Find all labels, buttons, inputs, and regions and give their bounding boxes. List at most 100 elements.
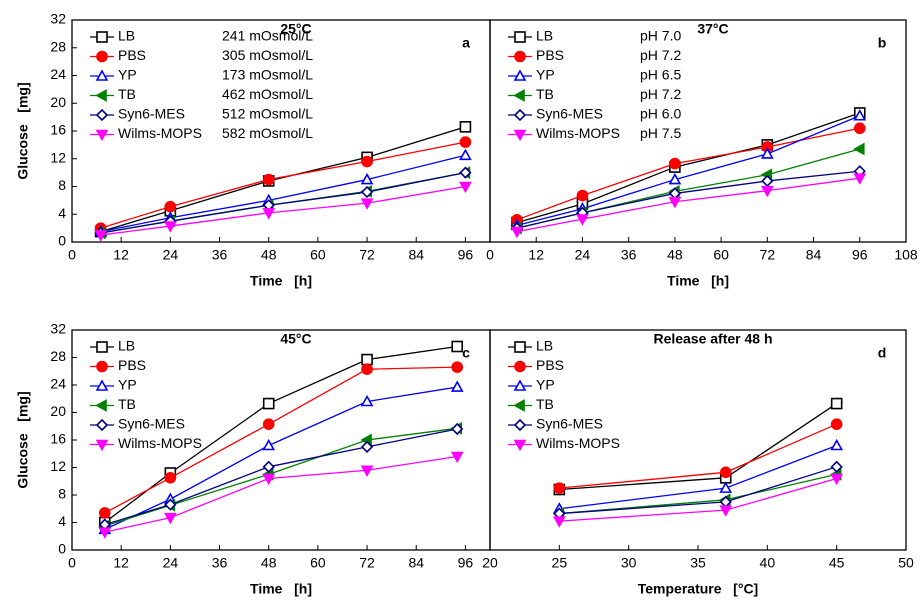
legend-marker: [514, 50, 526, 63]
x-tick-label: 96: [458, 247, 474, 263]
marker: [830, 460, 843, 473]
marker: [830, 418, 843, 430]
y-tick-label: 20: [50, 94, 66, 110]
x-tick-label: 35: [690, 555, 706, 571]
legend-note: pH 7.0: [640, 28, 681, 44]
legend-label: Syn6-MES: [118, 106, 185, 122]
legend-note: pH 7.5: [640, 125, 681, 141]
series-line: [100, 171, 466, 234]
legend-label: Wilms-MOPS: [118, 125, 202, 141]
marker: [360, 172, 374, 185]
x-axis-label: Temperature [°C]: [638, 581, 758, 597]
y-tick-label: 20: [50, 403, 66, 419]
x-tick-label: 96: [458, 555, 474, 571]
marker: [552, 516, 566, 528]
marker: [94, 230, 108, 242]
marker: [510, 226, 524, 239]
x-tick-label: 45: [829, 555, 845, 571]
legend-note: 241 mOsmol/L: [222, 28, 313, 44]
x-tick-label: 60: [310, 247, 326, 263]
x-tick-label: 60: [713, 247, 729, 263]
y-tick-label: 24: [50, 376, 66, 392]
legend-label: Syn6-MES: [536, 416, 603, 432]
x-tick-label: 84: [806, 247, 822, 263]
x-tick-label: 20: [482, 555, 498, 571]
legend-marker: [95, 129, 109, 142]
x-tick-label: 24: [163, 247, 179, 263]
legend-label: TB: [118, 396, 136, 412]
legend-marker: [513, 418, 527, 432]
series-line: [559, 423, 837, 489]
marker: [830, 397, 843, 410]
legend-marker: [95, 379, 109, 391]
y-tick-label: 4: [58, 205, 66, 221]
series-line: [100, 126, 466, 233]
legend-marker: [96, 341, 108, 353]
marker: [360, 394, 374, 407]
y-tick-label: 0: [58, 541, 66, 557]
x-tick-label: 25: [552, 555, 568, 571]
marker: [459, 148, 472, 161]
marker: [360, 465, 374, 477]
series-line: [100, 154, 466, 233]
legend-label: TB: [536, 396, 554, 412]
x-tick-label: 0: [486, 247, 494, 263]
x-tick-label: 24: [163, 555, 179, 571]
marker: [553, 482, 566, 494]
marker: [360, 198, 374, 210]
legend-label: Syn6-MES: [118, 416, 185, 432]
legend-label: Syn6-MES: [536, 106, 603, 122]
series-line: [559, 444, 837, 510]
legend-marker: [514, 341, 526, 353]
y-tick-label: 32: [50, 11, 66, 27]
x-tick-label: 50: [898, 555, 914, 571]
marker: [459, 121, 472, 133]
x-tick-label: 36: [212, 247, 228, 263]
panel-label: b: [878, 35, 887, 51]
marker: [668, 196, 682, 209]
legend-label: LB: [536, 28, 553, 44]
series-line: [104, 455, 458, 533]
marker: [669, 157, 681, 170]
legend-marker: [513, 89, 525, 102]
x-tick-label: 30: [621, 555, 637, 571]
legend-label: YP: [536, 377, 555, 393]
marker: [98, 507, 111, 519]
marker: [262, 473, 276, 486]
y-tick-label: 24: [50, 66, 66, 82]
marker: [450, 380, 464, 392]
y-tick-label: 32: [50, 321, 66, 337]
marker: [459, 166, 472, 179]
x-tick-label: 48: [261, 555, 277, 571]
legend-marker: [95, 89, 107, 102]
legend-note: pH 7.2: [640, 47, 681, 63]
series-line: [516, 177, 860, 233]
y-tick-label: 12: [50, 458, 66, 474]
x-tick-label: 72: [760, 247, 776, 263]
marker: [163, 221, 177, 233]
marker: [719, 481, 733, 493]
legend-label: PBS: [536, 47, 564, 63]
y-tick-label: 8: [58, 486, 66, 502]
legend-note: 462 mOsmol/L: [222, 86, 313, 102]
legend-label: LB: [536, 338, 553, 354]
marker: [853, 122, 866, 135]
legend-marker: [96, 31, 108, 43]
legend-label: PBS: [536, 357, 564, 373]
marker: [164, 200, 177, 213]
x-tick-label: 36: [212, 555, 228, 571]
y-tick-label: 28: [50, 38, 66, 54]
marker: [853, 109, 867, 121]
marker: [262, 460, 275, 473]
legend-marker: [514, 360, 526, 373]
marker: [163, 512, 177, 525]
legend-note: pH 6.0: [640, 106, 681, 122]
marker: [164, 498, 177, 511]
x-tick-label: 48: [261, 247, 277, 263]
x-tick-label: 108: [894, 247, 918, 263]
marker: [451, 340, 464, 353]
x-axis-label: Time [h]: [250, 273, 312, 289]
marker: [830, 438, 844, 451]
marker: [760, 147, 774, 159]
y-tick-label: 8: [58, 177, 66, 193]
